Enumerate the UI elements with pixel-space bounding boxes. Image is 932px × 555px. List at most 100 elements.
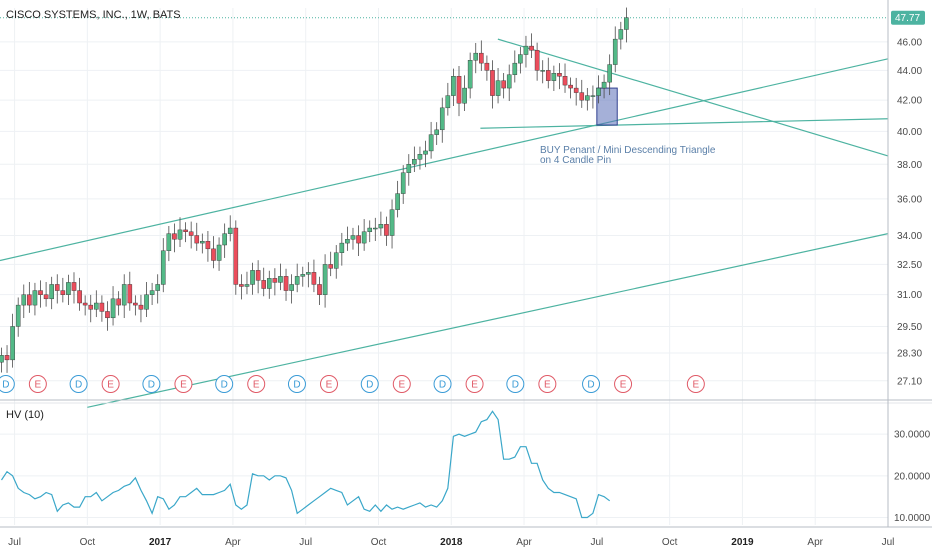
- candle-up: [389, 209, 395, 236]
- hv-tick-label: 30.0000: [894, 430, 931, 441]
- earnings-marker: [614, 375, 633, 393]
- candle-up: [512, 62, 518, 75]
- candle-up: [121, 284, 127, 306]
- candle-down: [172, 233, 177, 240]
- candle-up: [451, 76, 456, 96]
- hv-layer: [0, 410, 611, 519]
- candle-up: [222, 233, 227, 246]
- candle-up: [361, 231, 367, 244]
- candle-down: [534, 50, 540, 71]
- candle-down: [4, 355, 10, 361]
- time-tick-label: Jul: [8, 537, 21, 548]
- dividend-marker: [582, 375, 601, 393]
- candle-up: [412, 159, 417, 165]
- time-tick-label: Jul: [299, 537, 312, 548]
- candle-down: [233, 227, 239, 285]
- candle-down: [356, 235, 361, 244]
- candle-up: [15, 304, 21, 327]
- event-marker-label: D: [75, 380, 82, 391]
- trendline: [497, 38, 889, 157]
- event-marker-label: E: [180, 380, 187, 391]
- time-tick-label: 2019: [731, 537, 754, 548]
- candle-up: [417, 154, 423, 160]
- last-price-badge: [891, 10, 925, 25]
- candle-down: [562, 76, 568, 86]
- candle-up: [300, 274, 306, 277]
- candle-down: [27, 294, 32, 306]
- candle-down: [501, 80, 506, 89]
- candle-up: [434, 129, 439, 135]
- candle-down: [456, 76, 462, 104]
- candle-up: [289, 284, 294, 291]
- candle-down: [54, 284, 60, 291]
- candle-up: [345, 239, 350, 244]
- candle-down: [138, 304, 144, 310]
- earnings-marker: [174, 375, 193, 393]
- candle-down: [272, 278, 278, 283]
- candle-down: [384, 224, 389, 236]
- dividend-marker: [360, 375, 379, 393]
- event-marker-label: E: [693, 380, 700, 391]
- candle-down: [283, 276, 289, 291]
- earnings-marker: [247, 375, 266, 393]
- price-tick-label: 46.00: [897, 37, 922, 48]
- candle-up: [250, 270, 255, 285]
- candle-down: [116, 298, 121, 306]
- candle-down: [82, 302, 88, 306]
- candle-up: [540, 70, 545, 72]
- event-marker-label: E: [35, 380, 42, 391]
- candle-down: [211, 248, 216, 261]
- candle-up: [551, 73, 557, 81]
- candle-down: [43, 294, 49, 300]
- candle-up: [618, 29, 624, 40]
- candle-up: [177, 229, 183, 240]
- candle-up: [350, 235, 356, 240]
- time-tick-label: Jul: [590, 537, 603, 548]
- candle-up: [21, 294, 27, 306]
- chart-title: CISCO SYSTEMS, INC., 1W, BATS: [6, 9, 181, 21]
- event-marker-label: E: [107, 380, 114, 391]
- candle-down: [133, 302, 138, 306]
- candle-up: [200, 240, 205, 244]
- price-tick-label: 42.00: [897, 96, 922, 107]
- candle-up: [367, 227, 373, 232]
- candle-up: [32, 290, 38, 306]
- candle-down: [194, 235, 200, 244]
- candle-down: [261, 280, 267, 289]
- candle-up: [378, 224, 384, 229]
- event-marker-label: E: [326, 380, 333, 391]
- price-tick-label: 34.00: [897, 231, 922, 242]
- candle-down: [573, 87, 579, 93]
- candle-up: [473, 52, 479, 61]
- dividend-marker: [69, 375, 88, 393]
- time-tick-label: Oct: [80, 537, 96, 548]
- earnings-marker: [319, 375, 338, 393]
- event-marker-label: E: [471, 380, 478, 391]
- candle-up: [144, 294, 149, 310]
- price-tick-label: 36.00: [897, 194, 922, 205]
- candle-up: [0, 355, 4, 363]
- candle-up: [49, 284, 54, 300]
- candle-down: [529, 45, 534, 51]
- price-tick-label: 29.50: [897, 322, 922, 333]
- candle-up: [10, 326, 15, 361]
- candle-down: [77, 290, 82, 304]
- candle-down: [188, 231, 194, 236]
- candle-down: [127, 284, 133, 304]
- dividend-marker: [142, 375, 161, 393]
- candle-up: [607, 64, 612, 83]
- candle-up: [306, 272, 311, 275]
- hv-tick-label: 10.0000: [894, 513, 931, 524]
- price-tick-label: 38.00: [897, 160, 922, 171]
- candle-up: [462, 87, 467, 104]
- price-tick-label: 27.10: [897, 376, 922, 387]
- candle-up: [428, 134, 434, 152]
- candle-down: [71, 282, 77, 291]
- candle-up: [294, 276, 300, 285]
- candle-up: [518, 54, 523, 64]
- dividend-marker: [287, 375, 306, 393]
